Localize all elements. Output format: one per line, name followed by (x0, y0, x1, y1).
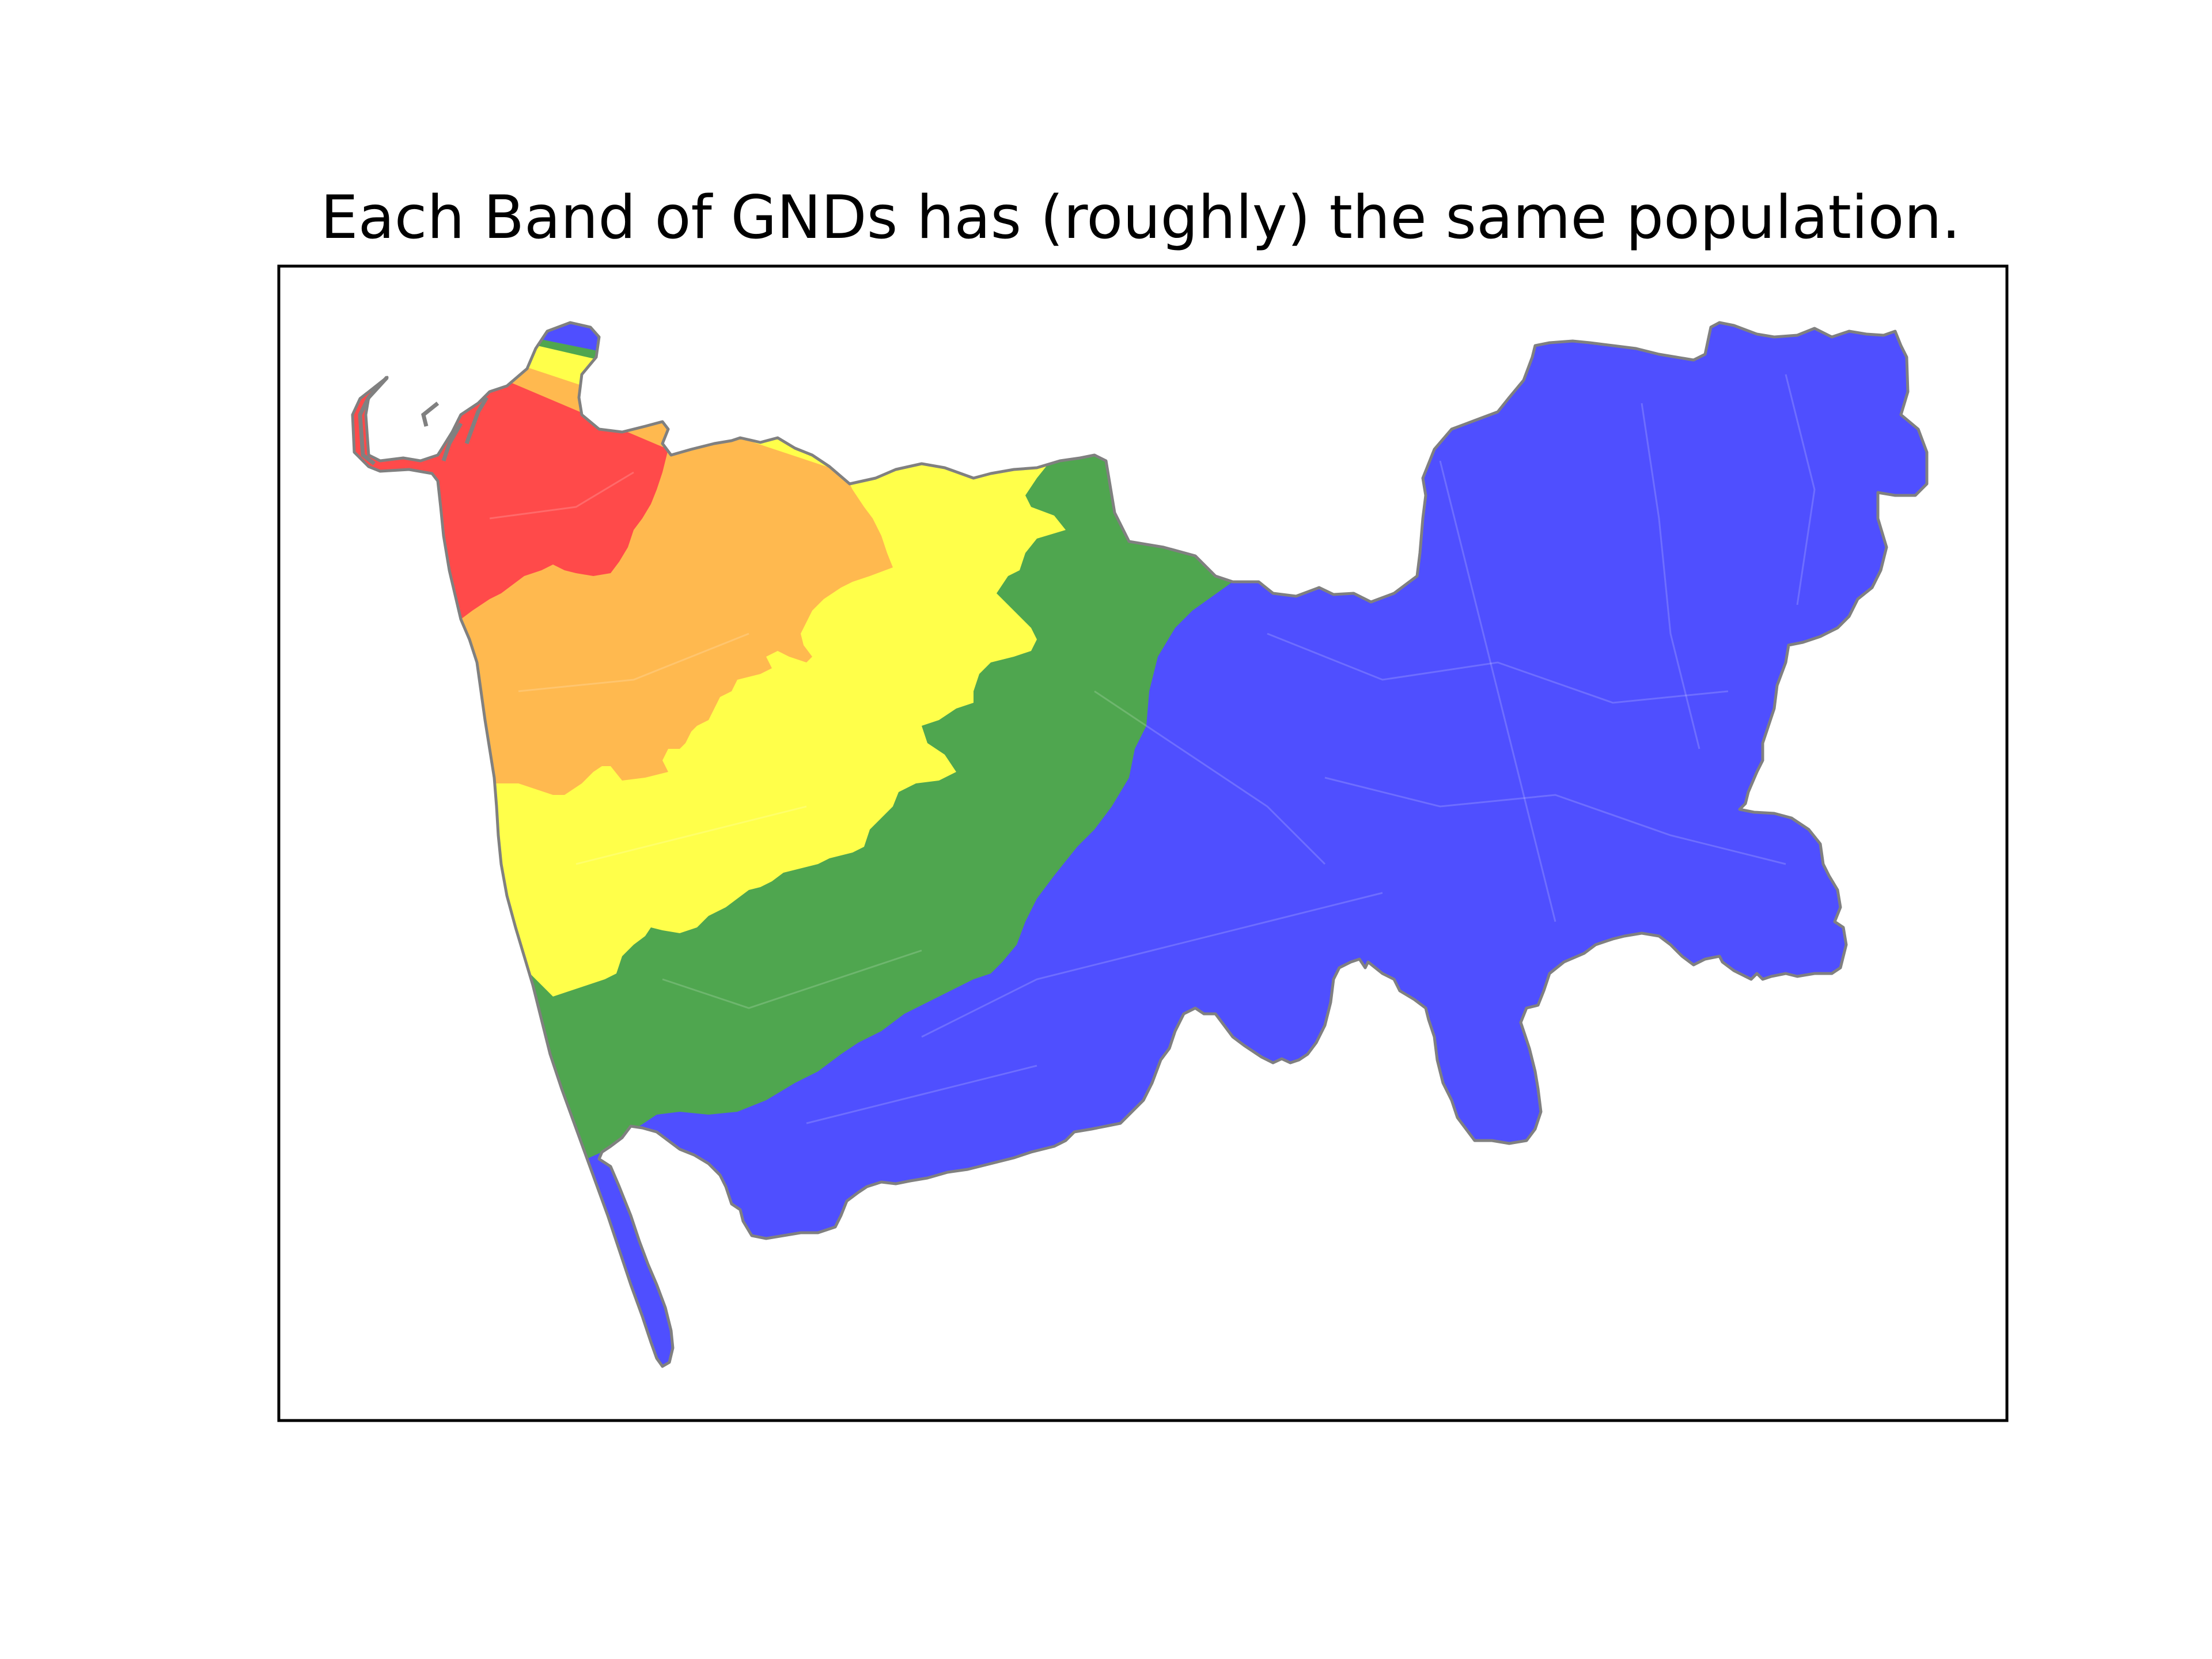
harbour-breakwaters (358, 376, 489, 465)
band-layer (353, 323, 1927, 1366)
axes-frame (277, 264, 2009, 1422)
map-title: Each Band of GNDs has (roughly) the same… (320, 183, 1961, 252)
